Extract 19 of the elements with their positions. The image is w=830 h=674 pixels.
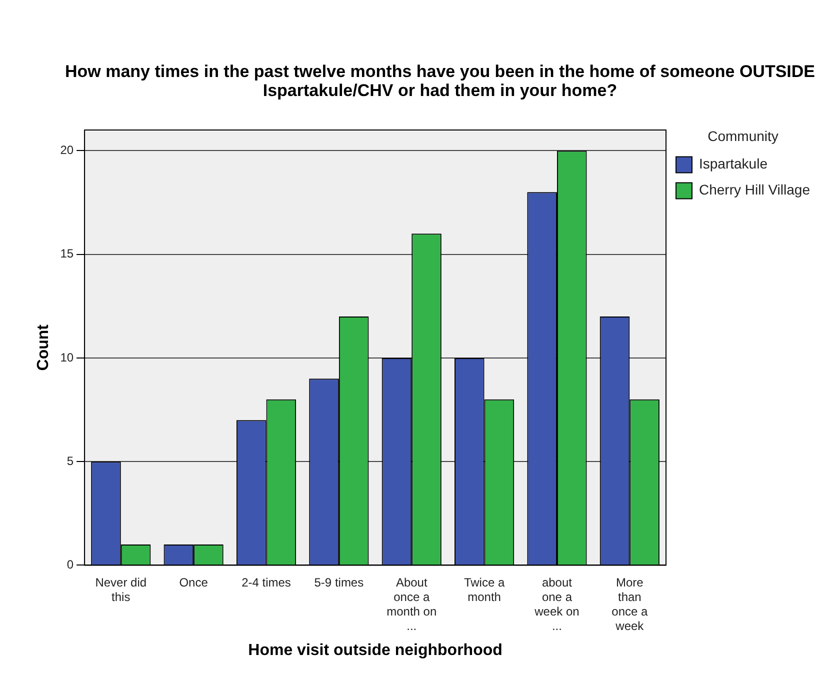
x-tick-label: About once a month on ... bbox=[386, 576, 437, 633]
x-axis-title: Home visit outside neighborhood bbox=[248, 642, 502, 659]
x-tick-label: More than once a week bbox=[612, 576, 648, 633]
x-tick-label: about one a week on ... bbox=[534, 576, 580, 633]
legend-label: Cherry Hill Village bbox=[699, 182, 810, 198]
x-tick-label: Never did this bbox=[95, 576, 147, 604]
legend-label: Ispartakule bbox=[699, 156, 768, 172]
x-tick-label: Twice a month bbox=[464, 576, 505, 604]
x-tick-label: 5-9 times bbox=[314, 576, 364, 590]
y-tick-label: 20 bbox=[60, 143, 74, 158]
x-tick-label: 2-4 times bbox=[242, 576, 291, 590]
legend-title: Community bbox=[708, 128, 778, 144]
y-tick-label: 5 bbox=[66, 454, 74, 468]
chart-title: How many times in the past twelve months have you been in the home of someone OUTSIDE Ispartakule/CHV or had them in your home? bbox=[64, 62, 816, 100]
y-tick-label: 0 bbox=[66, 558, 74, 572]
y-tick-label: 10 bbox=[60, 350, 74, 364]
y-tick-label: 15 bbox=[60, 246, 74, 261]
x-tick-label: Once bbox=[179, 576, 208, 590]
y-axis-title: Count bbox=[35, 324, 52, 371]
